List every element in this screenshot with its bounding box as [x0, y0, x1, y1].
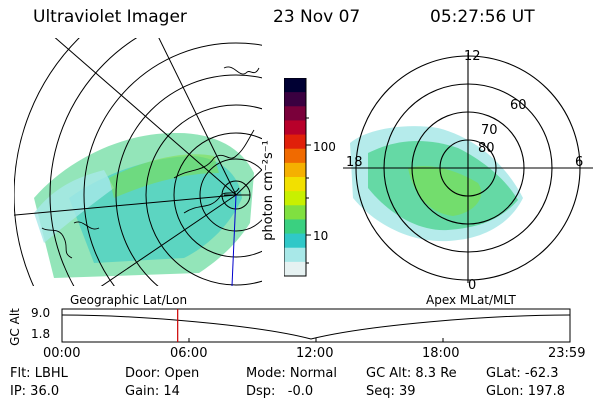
status-mode: Mode: Normal: [246, 366, 337, 381]
timeline-y-tick-top: 9.0: [31, 306, 51, 320]
colorbar-gradient: [284, 78, 306, 277]
colorbar-band: [284, 261, 306, 277]
image-date: 23 Nov 07: [273, 7, 361, 27]
mlt-label-18: 18: [346, 155, 363, 170]
status-door: Door: Open: [125, 366, 200, 381]
colorbar-band: [284, 233, 306, 249]
colorbar-band: [284, 177, 306, 192]
colorbar-band: [284, 106, 306, 121]
status-ip: IP: 36.0: [10, 384, 60, 399]
colorbar: [284, 78, 311, 277]
timeline-x-tick-1200: 12:00: [296, 346, 334, 361]
colorbar-band: [284, 148, 306, 164]
colorbar-band: [284, 219, 306, 235]
status-seq: Seq: 39: [366, 384, 416, 399]
status-glat: GLat: -62.3: [486, 366, 559, 381]
mlt-label-0: 0: [468, 278, 476, 290]
colorbar-band: [284, 162, 306, 178]
status-gain: Gain: 14: [125, 384, 180, 399]
status-filter: Flt: LBHL: [10, 366, 68, 381]
timeline-x-tick-0600: 06:00: [170, 346, 208, 361]
lat-label-80: 80: [478, 141, 495, 156]
instrument-title: Ultraviolet Imager: [33, 7, 187, 27]
colorbar-band: [284, 78, 306, 93]
colorbar-band: [284, 92, 306, 107]
colorbar-band: [284, 191, 306, 206]
magnetic-plot-label: Apex MLat/MLT: [426, 293, 516, 307]
lat-label-70: 70: [481, 123, 498, 138]
timeline-x-tick-2359: 23:59: [548, 346, 586, 361]
timeline-y-tick-bottom: 1.8: [31, 327, 51, 341]
timeline-y-axis-label: GC Alt: [7, 308, 22, 346]
status-gc-alt: GC Alt: 8.3 Re: [366, 366, 457, 381]
colorbar-band: [284, 247, 306, 263]
magnetic-polar-plot: 12 60 70 80 18 6 0: [343, 49, 593, 290]
geographic-map: [14, 38, 262, 286]
status-dsp: Dsp: -0.0: [246, 384, 314, 399]
colorbar-band: [284, 205, 306, 220]
mlt-label-6: 6: [575, 155, 583, 170]
timeline-x-tick-0000: 00:00: [43, 346, 81, 361]
colorbar-tick-100: 100: [313, 140, 336, 154]
colorbar-band: [284, 134, 306, 150]
image-time: 05:27:56 UT: [430, 7, 535, 27]
colorbar-tick-10: 10: [313, 229, 329, 243]
timeline-x-tick-1800: 18:00: [422, 346, 460, 361]
lat-label-60: 60: [510, 98, 527, 113]
status-glon: GLon: 197.8: [486, 384, 566, 399]
colorbar-unit-label: photon cm⁻²s⁻¹: [260, 140, 276, 241]
colorbar-band: [284, 120, 306, 136]
mlt-label-12: 12: [464, 49, 481, 64]
geographic-map-label: Geographic Lat/Lon: [70, 293, 188, 307]
timeline-plot: [61, 308, 571, 343]
